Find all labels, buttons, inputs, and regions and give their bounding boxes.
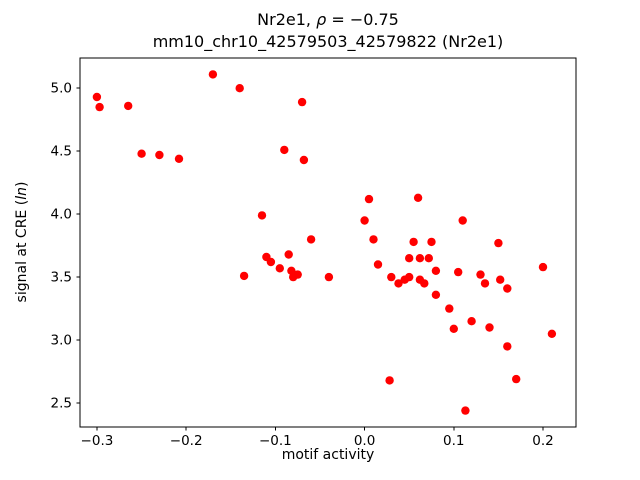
data-point bbox=[449, 324, 458, 333]
chart-title-line1: Nr2e1, ρ = −0.75 bbox=[80, 9, 576, 31]
data-point bbox=[280, 145, 289, 155]
data-point bbox=[405, 254, 414, 263]
data-point bbox=[275, 264, 284, 273]
x-axis-ticks bbox=[96, 427, 544, 431]
x-axis-tick-labels: −0.3 −0.2 −0.1 0.0 0.1 0.2 bbox=[81, 433, 554, 449]
data-point bbox=[284, 250, 293, 259]
data-point bbox=[324, 272, 334, 282]
y-tick-label: 4.0 bbox=[51, 207, 72, 223]
x-tick-label: 0.2 bbox=[532, 433, 553, 449]
data-point bbox=[287, 266, 296, 275]
data-point bbox=[297, 97, 307, 107]
axes-frame bbox=[79, 57, 577, 428]
data-point bbox=[155, 150, 164, 160]
data-point bbox=[92, 92, 102, 102]
x-tick-label: −0.1 bbox=[259, 433, 292, 449]
y-tick-label: 3.0 bbox=[51, 333, 72, 349]
data-point bbox=[373, 260, 383, 269]
data-point bbox=[299, 155, 309, 165]
title-gene-label: Nr2e1, bbox=[257, 10, 317, 29]
scatter-points bbox=[92, 70, 557, 415]
y-axis-tick-labels: 2.5 3.0 3.5 4.0 4.5 5.0 bbox=[51, 81, 72, 412]
data-point bbox=[420, 279, 429, 288]
data-point bbox=[387, 272, 396, 282]
data-point bbox=[413, 193, 423, 202]
data-point bbox=[124, 101, 133, 111]
data-point bbox=[503, 342, 512, 351]
data-point bbox=[394, 279, 403, 288]
y-tick-label: 2.5 bbox=[51, 396, 72, 412]
rho-symbol: ρ bbox=[316, 10, 327, 29]
y-tick-label: 4.5 bbox=[51, 144, 72, 160]
data-point bbox=[427, 237, 436, 247]
y-tick-label: 3.5 bbox=[51, 270, 72, 286]
x-tick-label: −0.2 bbox=[170, 433, 203, 449]
data-point bbox=[476, 270, 485, 279]
data-point bbox=[445, 304, 454, 313]
y-tick-label: 5.0 bbox=[51, 81, 72, 97]
data-point bbox=[415, 254, 425, 263]
x-tick-label: 0.1 bbox=[443, 433, 464, 449]
data-point bbox=[95, 102, 104, 112]
data-point bbox=[431, 290, 441, 299]
title-rho-value: = −0.75 bbox=[326, 10, 399, 29]
data-point bbox=[538, 262, 548, 272]
data-point bbox=[385, 376, 394, 385]
data-point bbox=[494, 238, 503, 248]
data-point bbox=[405, 272, 414, 282]
data-point bbox=[174, 154, 184, 163]
data-point bbox=[512, 374, 521, 384]
chart-title-line2: mm10_chr10_42579503_42579822 (Nr2e1) bbox=[152, 32, 504, 51]
data-point bbox=[431, 266, 441, 275]
data-point bbox=[257, 211, 267, 220]
y-label-ln: ln bbox=[14, 187, 30, 200]
y-label-suffix: ) bbox=[14, 181, 30, 188]
data-point bbox=[369, 235, 378, 244]
x-tick-label: −0.3 bbox=[81, 433, 114, 449]
y-axis-ticks bbox=[76, 87, 80, 404]
data-point bbox=[266, 257, 276, 267]
data-point bbox=[137, 149, 146, 158]
x-axis-label: motif activity bbox=[281, 447, 375, 463]
data-point bbox=[360, 216, 369, 225]
x-tick-label: 0.0 bbox=[354, 433, 375, 449]
data-point bbox=[235, 84, 244, 93]
data-point bbox=[485, 323, 494, 332]
chart-title: Nr2e1, ρ = −0.75 mm10_chr10_42579503_425… bbox=[80, 9, 576, 53]
data-point bbox=[547, 329, 557, 338]
data-point bbox=[458, 216, 467, 225]
data-point bbox=[424, 254, 433, 263]
data-point bbox=[293, 270, 302, 279]
data-point bbox=[503, 284, 512, 293]
data-point bbox=[480, 279, 490, 288]
data-point bbox=[496, 275, 505, 284]
data-point bbox=[461, 406, 470, 415]
data-point bbox=[239, 271, 249, 281]
data-point bbox=[208, 70, 218, 79]
data-point bbox=[409, 237, 418, 247]
y-label-prefix: signal at CRE ( bbox=[14, 199, 30, 303]
data-point bbox=[454, 267, 463, 277]
data-point bbox=[364, 194, 374, 204]
y-axis-label: signal at CRE (ln) bbox=[14, 132, 34, 352]
data-point bbox=[467, 317, 476, 326]
data-point bbox=[306, 235, 316, 244]
